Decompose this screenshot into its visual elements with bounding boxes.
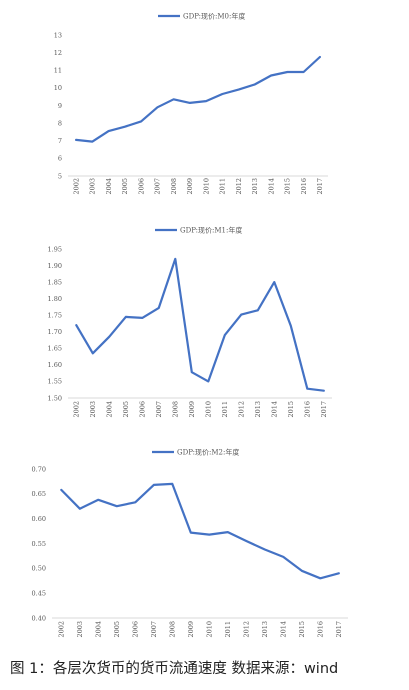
x-tick-label: 2013 [251, 178, 259, 195]
x-tick-label: 2011 [219, 178, 227, 195]
x-tick-label: 2009 [188, 401, 196, 418]
x-tick-label: 2007 [154, 178, 162, 195]
x-tick-label: 2009 [187, 621, 195, 638]
y-tick-label: 11 [54, 67, 62, 75]
y-tick-label: 1.65 [48, 345, 62, 353]
x-tick-label: 2007 [150, 621, 158, 638]
y-tick-label: 1.85 [48, 278, 62, 286]
x-tick-label: 2010 [202, 178, 210, 195]
y-tick-label: 0.70 [32, 465, 46, 473]
x-tick-label: 2003 [89, 401, 97, 418]
m2-velocity-chart: GDP:现价:M2:年度 0.40 0.45 0.50 0.55 0.60 0.65 0.70… [32, 448, 348, 638]
x-tick-label: 2014 [267, 178, 275, 195]
y-tick-label: 1.95 [48, 245, 62, 253]
legend-label: GDP:现价:M1:年度 [180, 226, 242, 235]
x-tick-label: 2017 [335, 621, 343, 638]
x-tick-label: 2010 [205, 401, 213, 418]
x-tick-label: 2014 [280, 621, 288, 638]
x-tick-label: 2017 [320, 401, 328, 418]
y-tick-label: 1.75 [48, 312, 62, 320]
legend-label: GDP:现价:M2:年度 [177, 448, 239, 457]
y-tick-label: 1.55 [48, 378, 62, 386]
y-tick-label: 7 [58, 137, 62, 145]
y-tick-label: 0.65 [32, 490, 46, 498]
x-tick-label: 2013 [261, 621, 269, 638]
y-tick-label: 1.80 [48, 295, 62, 303]
x-tick-label: 2002 [73, 401, 81, 418]
y-tick-label: 0.45 [32, 589, 46, 597]
x-tick-label: 2003 [89, 178, 97, 195]
y-tick-label: 0.55 [32, 540, 46, 548]
y-tick-label: 8 [58, 119, 62, 127]
y-tick-label: 0.50 [32, 565, 46, 573]
series-line [74, 55, 321, 143]
x-tick-label: 2004 [105, 178, 113, 195]
x-tick-label: 2011 [221, 401, 229, 418]
x-tick-label: 2012 [238, 401, 246, 418]
x-tick-label: 2007 [155, 401, 163, 418]
x-tick-label: 2013 [254, 401, 262, 418]
y-tick-label: 0.60 [32, 515, 46, 523]
x-tick-label: 2016 [304, 401, 312, 418]
x-tick-label: 2005 [122, 401, 130, 418]
x-tick-label: 2008 [169, 621, 177, 638]
x-tick-label: 2005 [113, 621, 121, 638]
legend-label: GDP:现价:M0:年度 [183, 12, 245, 21]
y-tick-label: 13 [54, 31, 62, 39]
y-tick-label: 12 [54, 49, 62, 57]
figure-caption: 图 1：各层次货币的货币流通速度 数据来源：wind [10, 661, 339, 677]
x-tick-label: 2006 [137, 178, 145, 195]
x-tick-label: 2004 [95, 621, 103, 638]
y-tick-label: 10 [54, 84, 62, 92]
x-tick-label: 2014 [271, 401, 279, 418]
x-tick-label: 2004 [106, 401, 114, 418]
series-line [60, 482, 340, 580]
x-tick-label: 2005 [121, 178, 129, 195]
x-tick-label: 2003 [76, 621, 84, 638]
y-tick-label: 9 [58, 102, 62, 110]
x-tick-label: 2006 [139, 401, 147, 418]
x-tick-label: 2008 [172, 401, 180, 418]
x-tick-label: 2016 [300, 178, 308, 195]
x-tick-label: 2011 [224, 621, 232, 638]
x-tick-label: 2017 [316, 178, 324, 195]
x-tick-label: 2015 [287, 401, 295, 418]
y-tick-label: 5 [58, 172, 62, 180]
x-tick-label: 2002 [58, 621, 66, 638]
x-tick-label: 2009 [186, 178, 194, 195]
series-line [75, 257, 325, 392]
x-tick-label: 2002 [72, 178, 80, 195]
x-tick-label: 2010 [206, 621, 214, 638]
y-tick-label: 1.90 [48, 262, 62, 270]
y-tick-label: 1.70 [48, 328, 62, 336]
y-tick-label: 0.40 [32, 614, 46, 622]
x-tick-label: 2012 [235, 178, 243, 195]
y-tick-label: 1.50 [48, 394, 62, 402]
y-tick-label: 1.60 [48, 361, 62, 369]
y-tick-label: 6 [58, 155, 62, 163]
x-tick-label: 2015 [298, 621, 306, 638]
x-tick-label: 2006 [132, 621, 140, 638]
x-tick-label: 2008 [170, 178, 178, 195]
x-tick-label: 2016 [317, 621, 325, 638]
x-tick-label: 2012 [243, 621, 251, 638]
m1-velocity-chart: GDP:现价:M1:年度 1.50 1.55 1.60 1.65 1.70 1.75 1.80… [48, 226, 332, 418]
m0-velocity-chart: GDP:现价:M0:年度 5 6 7 8 9 10 11 12 13 2002 2003 2004 200… [54, 12, 328, 195]
x-tick-label: 2015 [284, 178, 292, 195]
